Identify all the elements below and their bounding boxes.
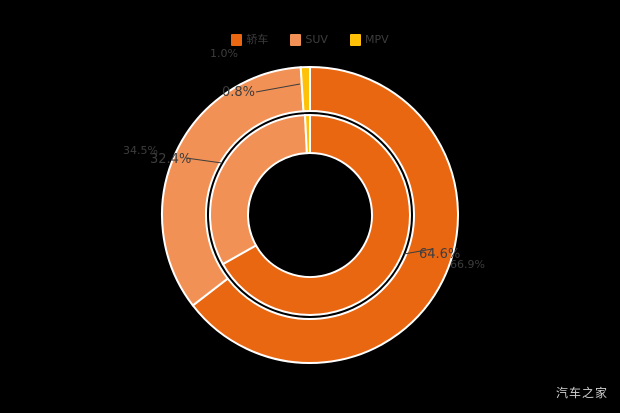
- inner-slice-MPV[interactable]: [303, 113, 311, 155]
- label-suv-inner: 32.4%: [150, 152, 192, 167]
- leader-line-mpv-inner: [255, 83, 301, 93]
- watermark-autohome: 汽车之家: [555, 386, 608, 400]
- inner-slice-轿车[interactable]: [221, 113, 411, 316]
- inner-ring-group: [209, 113, 411, 316]
- label-car-inner: 66.9%: [450, 258, 485, 271]
- outer-ring-group: [161, 65, 459, 364]
- label-mpv-outer: 1.0%: [210, 47, 238, 60]
- leader-line-suv-inner: [185, 157, 223, 164]
- inner-slice-SUV[interactable]: [209, 114, 308, 266]
- label-suv-outer: 34.5%: [123, 144, 158, 157]
- outer-slice-SUV[interactable]: [161, 66, 305, 307]
- label-mpv-inner: 0.8%: [222, 85, 256, 100]
- label-car-outer: 64.6%: [419, 247, 461, 262]
- outer-slice-MPV[interactable]: [299, 65, 311, 113]
- outer-slice-轿车[interactable]: [191, 65, 459, 364]
- leader-lines-group: [185, 83, 433, 255]
- leader-line-car-outer: [403, 248, 433, 255]
